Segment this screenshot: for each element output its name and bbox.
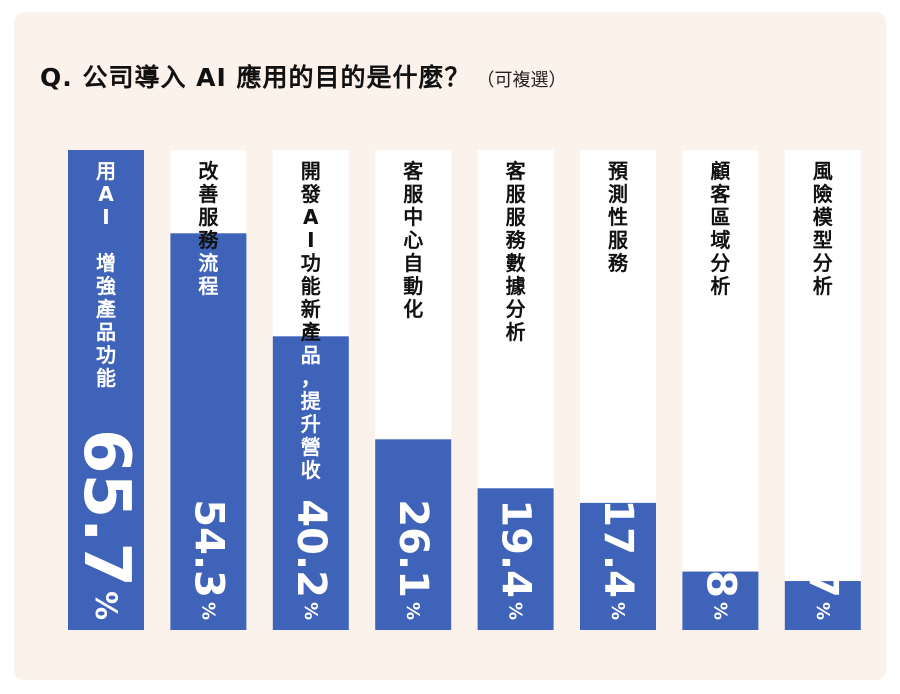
value-label-3: 40.2% bbox=[288, 499, 334, 620]
category-label-7: 顧客區域分析 bbox=[709, 159, 731, 298]
bar-track-7 bbox=[682, 150, 759, 630]
category-label-3: 開發 A I 功能新產品，提升營收 bbox=[300, 159, 322, 482]
category-label-2: 改善服務流程 bbox=[198, 159, 219, 298]
bar-6 bbox=[580, 502, 656, 630]
chart-subtitle: （可複選） bbox=[476, 70, 567, 91]
title-row: Q. 公司導入 AI 應用的目的是什麼？ （可複選） bbox=[40, 58, 567, 94]
value-label-5: 19.4% bbox=[493, 499, 539, 620]
category-label-5: 客服服務數據分析 bbox=[505, 159, 527, 344]
chart-title: Q. 公司導入 AI 應用的目的是什麼？ bbox=[40, 63, 471, 92]
value-label-1: 65.7% bbox=[69, 429, 143, 620]
bar-8 bbox=[784, 581, 861, 630]
value-label-2: 54.3% bbox=[185, 499, 231, 620]
category-label-4: 客服中心自動化 bbox=[402, 159, 424, 321]
bar-2 bbox=[170, 233, 247, 631]
category-label-6: 預測性服務 bbox=[608, 159, 629, 275]
bar-3 bbox=[272, 336, 349, 630]
category-label-8: 風險模型分析 bbox=[813, 159, 834, 298]
bar-7 bbox=[682, 571, 759, 630]
value-label-7: 8% bbox=[697, 570, 743, 620]
bar-track-8 bbox=[784, 150, 861, 630]
value-label-6: 17.4% bbox=[595, 499, 641, 620]
bar-4 bbox=[375, 439, 452, 630]
bar-1 bbox=[68, 150, 144, 630]
value-label-8: 6.7% bbox=[800, 527, 846, 620]
bar-5 bbox=[477, 488, 554, 630]
value-label-4: 26.1% bbox=[390, 499, 436, 620]
